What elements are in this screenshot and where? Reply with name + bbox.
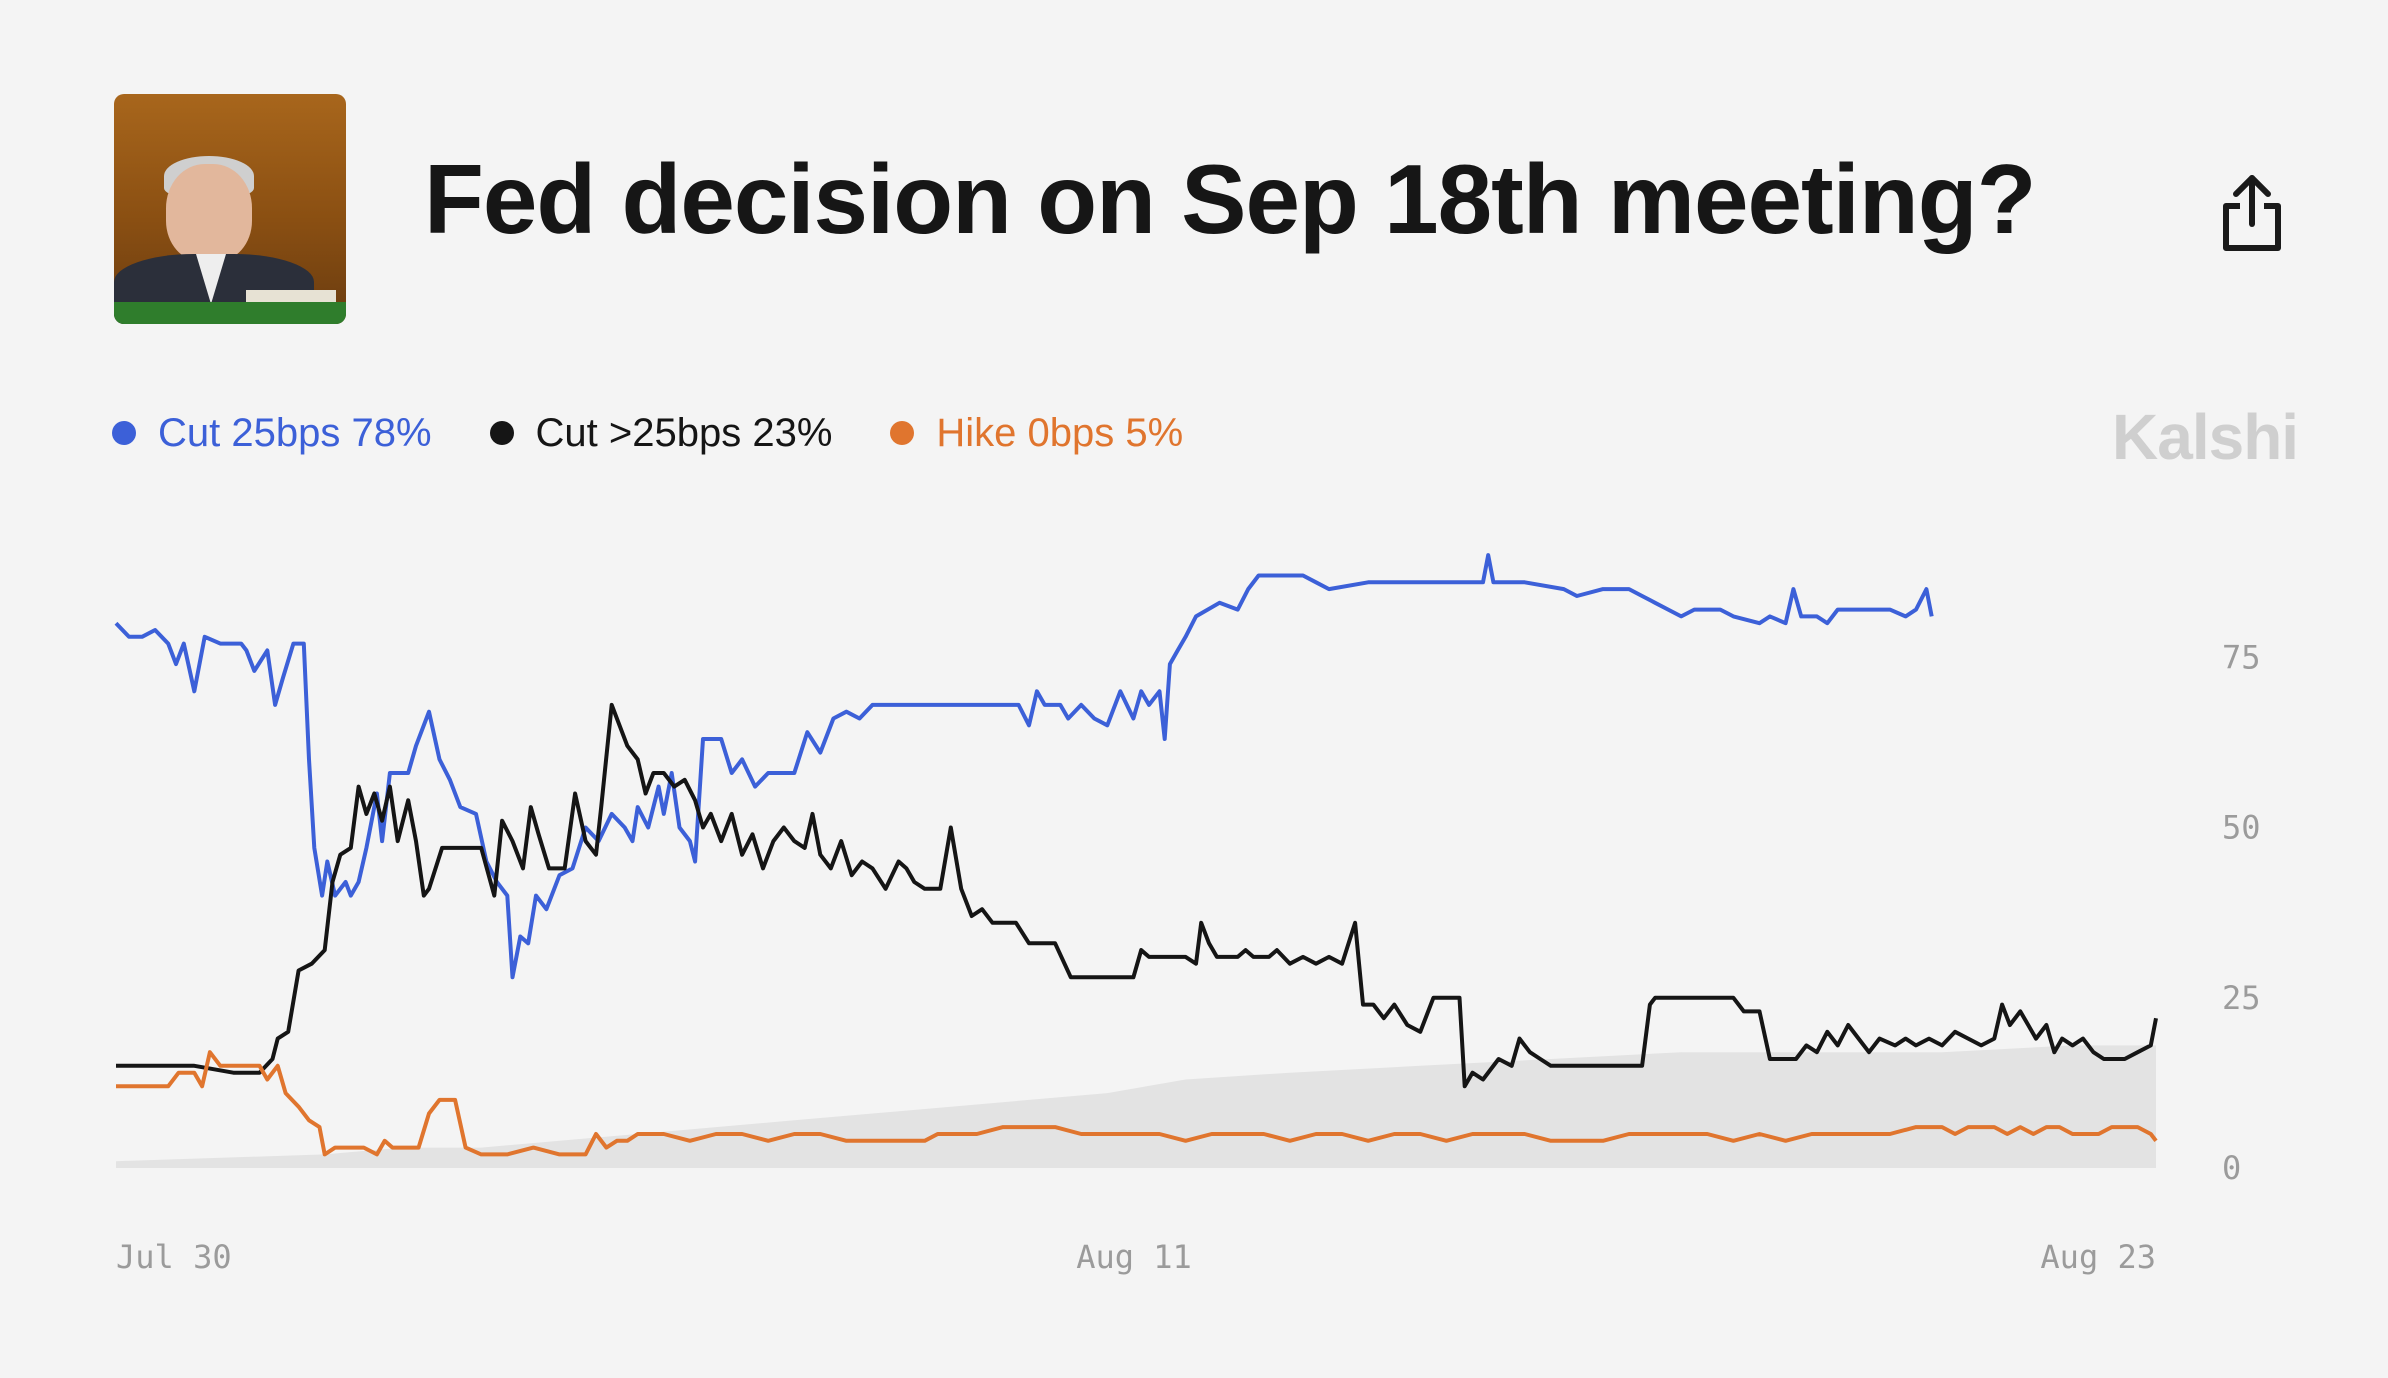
legend-dot <box>489 421 514 445</box>
share-icon <box>2223 175 2281 251</box>
legend-item-cut-gt-25[interactable]: Cut >25bps 23% <box>489 410 833 456</box>
area-layer <box>116 1045 2156 1168</box>
share-button[interactable] <box>2216 172 2288 254</box>
y-tick-label: 50 <box>2222 809 2261 847</box>
y-tick-label: 75 <box>2222 638 2261 676</box>
legend-dot <box>890 421 915 445</box>
x-tick-label: Aug 11 <box>1076 1238 1192 1276</box>
chart-legend: Cut 25bps 78% Cut >25bps 23% Hike 0bps 5… <box>112 408 1183 458</box>
series-line-2[interactable] <box>116 1050 2158 1157</box>
legend-label: Hike 0bps 5% <box>936 410 1184 455</box>
series-line-1[interactable] <box>116 702 2158 1089</box>
volume-area <box>116 1045 2156 1168</box>
legend-label: Cut >25bps 23% <box>535 410 833 455</box>
legend-label: Cut 25bps 78% <box>158 410 432 455</box>
y-tick-label: 25 <box>2222 979 2261 1017</box>
x-tick-label: Aug 23 <box>2040 1238 2156 1276</box>
legend-item-cut-25[interactable]: Cut 25bps 78% <box>112 411 432 456</box>
y-tick-label: 0 <box>2222 1149 2241 1187</box>
y-axis: 0 25 50 75 <box>2222 638 2261 1187</box>
legend-dot <box>112 421 136 445</box>
x-axis: Jul 30 Aug 11 Aug 23 <box>116 1238 2156 1276</box>
series-line-0[interactable] <box>114 553 1934 980</box>
kalshi-logo: Kalshi <box>2112 401 2299 473</box>
page-title: Fed decision on Sep 18th meeting? <box>424 144 2036 254</box>
fed-chair-photo <box>114 94 346 324</box>
x-tick-label: Jul 30 <box>116 1238 232 1276</box>
legend-item-hike-0[interactable]: Hike 0bps 5% <box>890 411 1183 456</box>
line-layer <box>114 553 2158 1157</box>
